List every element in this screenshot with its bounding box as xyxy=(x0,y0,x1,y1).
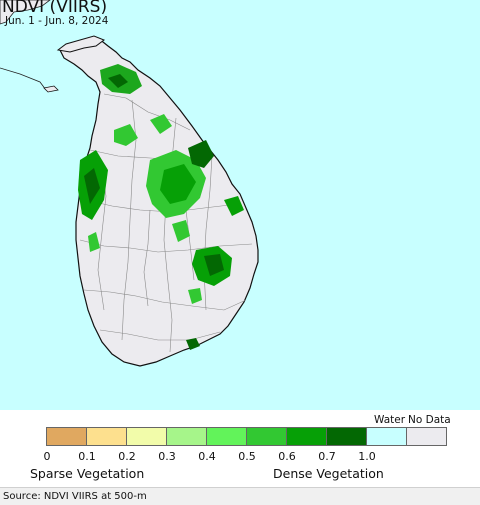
legend-swatch xyxy=(166,427,207,446)
legend-tick-label: 0.5 xyxy=(238,450,256,463)
footer: Source: NDVI VIIRS at 500-m xyxy=(0,487,480,505)
legend-swatch xyxy=(206,427,247,446)
map-title: NDVI (VIIRS) xyxy=(2,0,108,17)
legend-swatch xyxy=(246,427,287,446)
legend-swatch xyxy=(46,427,87,446)
legend-water-swatch xyxy=(366,427,407,446)
legend-tick-label: 0.3 xyxy=(158,450,176,463)
vegetation-patches xyxy=(78,64,244,350)
legend-swatch xyxy=(126,427,167,446)
india-coastline xyxy=(0,0,51,25)
coast-fragment xyxy=(0,67,47,91)
legend-tick-label: 0.7 xyxy=(318,450,336,463)
dense-vegetation-caption: Dense Vegetation xyxy=(273,466,384,481)
legend-tick-label: 1.0 xyxy=(358,450,376,463)
legend-tick-label: 0.4 xyxy=(198,450,216,463)
legend-tick-label: 0 xyxy=(43,450,51,463)
legend-nodata-swatch xyxy=(406,427,447,446)
legend-swatch xyxy=(326,427,367,446)
mannar-island xyxy=(43,85,59,93)
sri-lanka-map xyxy=(0,0,259,367)
legend-tick-label: 0.6 xyxy=(278,450,296,463)
legend-tick-label: 0.2 xyxy=(118,450,136,463)
legend-swatch xyxy=(286,427,327,446)
map-panel: NDVI (VIIRS) Jun. 1 - Jun. 8, 2024 xyxy=(0,0,480,410)
date-range: Jun. 1 - Jun. 8, 2024 xyxy=(5,15,109,27)
legend: Water No Data 0 0.1 0.2 0.3 0.4 0.5 0.6 … xyxy=(0,410,480,487)
legend-color-bar xyxy=(46,427,447,446)
source-credit: Source: NDVI VIIRS at 500-m xyxy=(3,491,147,502)
legend-swatch xyxy=(86,427,127,446)
jaffna-peninsula xyxy=(56,35,106,53)
legend-tick-label: 0.1 xyxy=(78,450,96,463)
legend-nodata-label: No Data xyxy=(408,414,451,426)
legend-water-label: Water xyxy=(374,414,406,426)
sparse-vegetation-caption: Sparse Vegetation xyxy=(30,466,145,481)
